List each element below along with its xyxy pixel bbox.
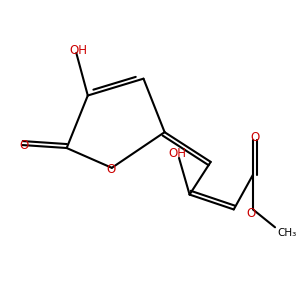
Text: O: O [246,207,256,220]
Text: O: O [20,139,29,152]
Text: OH: OH [168,148,186,160]
Text: OH: OH [69,44,87,57]
Text: O: O [250,130,260,144]
Text: CH₃: CH₃ [277,228,296,238]
Text: O: O [106,163,116,176]
